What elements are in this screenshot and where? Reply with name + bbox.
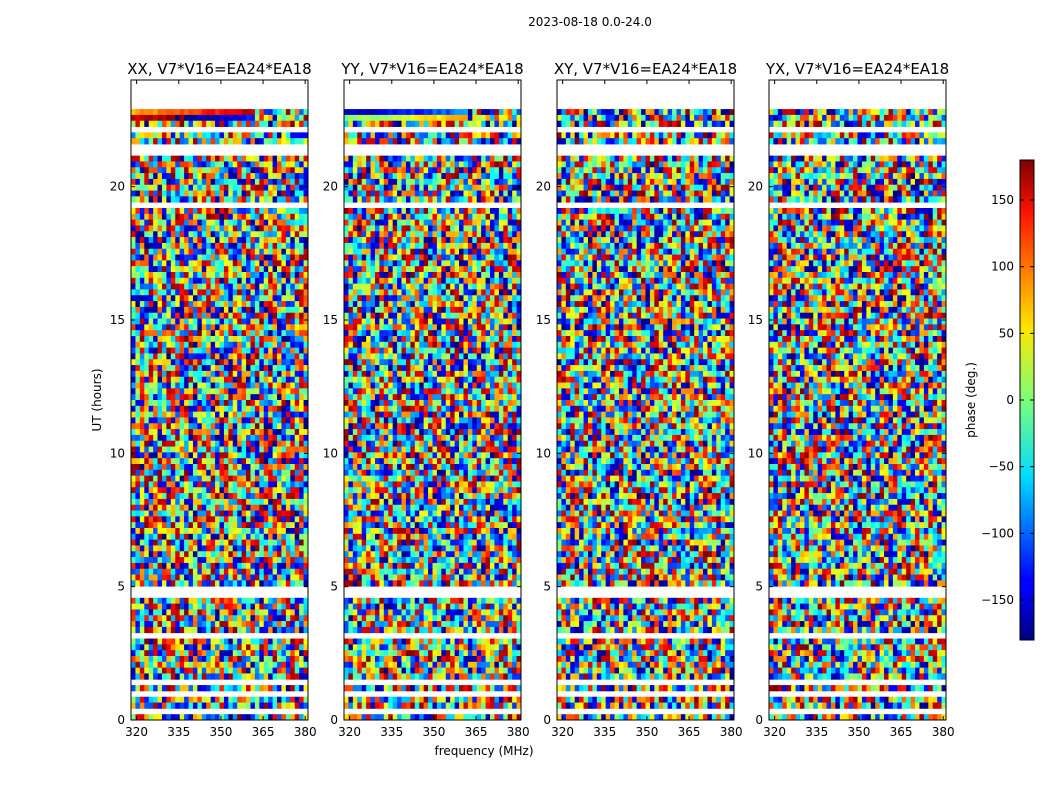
panel-title: YY, V7*V16=EA24*EA18 (340, 60, 523, 78)
colorbar-tick-label: 150 (991, 193, 1014, 207)
y-axis-label: UT (hours) (90, 368, 104, 431)
y-tick-label: 15 (536, 313, 551, 327)
panel-xy: XY, V7*V16=EA24*EA18 320 335 350 365 380 0 5 10 1… (536, 60, 743, 739)
y-tick-label: 10 (110, 446, 125, 460)
x-tick-label: 350 (635, 725, 658, 739)
panel-frame (556, 79, 735, 721)
colorbar-tick-label: 0 (1006, 393, 1014, 407)
x-tick-label: 335 (167, 725, 190, 739)
y-tick-label: 10 (536, 446, 551, 460)
x-tick-label: 335 (380, 725, 403, 739)
panel-frame (768, 79, 947, 721)
y-tick-label: 10 (748, 446, 763, 460)
x-tick-label: 365 (678, 725, 701, 739)
y-tick-label: 20 (323, 180, 338, 194)
y-tick-label: 0 (330, 713, 338, 727)
y-tick-label: 0 (117, 713, 125, 727)
x-tick-label: 350 (422, 725, 445, 739)
x-tick-label: 365 (465, 725, 488, 739)
y-tick-label: 5 (117, 580, 125, 594)
x-tick-label: 365 (252, 725, 275, 739)
panel-yy: YY, V7*V16=EA24*EA18 320 335 350 365 380 0 5 10 1… (323, 60, 530, 739)
panel-title: XX, V7*V16=EA24*EA18 (127, 60, 311, 78)
y-tick-label: 10 (323, 446, 338, 460)
x-tick-label: 380 (720, 725, 743, 739)
x-tick-label: 380 (932, 725, 955, 739)
y-tick-label: 15 (748, 313, 763, 327)
panel-xx: XX, V7*V16=EA24*EA18 320 335 350 365 380 0 5 10 1… (110, 60, 317, 739)
y-tick-label: 0 (755, 713, 763, 727)
x-tick-label: 380 (507, 725, 530, 739)
y-tick-label: 20 (536, 180, 551, 194)
y-tick-label: 0 (543, 713, 551, 727)
y-tick-label: 15 (110, 313, 125, 327)
x-tick-label: 320 (763, 725, 786, 739)
phase-heatmap (557, 109, 734, 720)
colorbar-label: phase (deg.) (964, 362, 978, 438)
colorbar-tick-label: −50 (989, 460, 1014, 474)
colorbar-tick-label: 50 (999, 326, 1014, 340)
figure-suptitle: 2023-08-18 0.0-24.0 (528, 15, 652, 29)
x-tick-label: 350 (847, 725, 870, 739)
panels: XX, V7*V16=EA24*EA18 320 335 350 365 380 0 5 10 1… (110, 60, 955, 739)
x-tick-label: 380 (294, 725, 317, 739)
y-tick-label: 20 (748, 180, 763, 194)
panel-frame (130, 79, 309, 721)
panel-yx: YX, V7*V16=EA24*EA18 320 335 350 365 380 0 5 10 1… (748, 60, 955, 739)
panel-title: YX, V7*V16=EA24*EA18 (765, 60, 949, 78)
y-tick-label: 5 (755, 580, 763, 594)
x-tick-label: 320 (338, 725, 361, 739)
y-tick-label: 5 (543, 580, 551, 594)
x-tick-label: 335 (805, 725, 828, 739)
x-tick-label: 320 (551, 725, 574, 739)
y-tick-label: 5 (330, 580, 338, 594)
colorbar-tick-label: 100 (991, 260, 1014, 274)
phase-heatmap (131, 109, 308, 720)
colorbar-ticks: 150 100 50 0 −50 −100 −150 (981, 193, 1034, 607)
y-tick-label: 20 (110, 180, 125, 194)
x-tick-label: 350 (209, 725, 232, 739)
x-tick-label: 365 (890, 725, 913, 739)
y-tick-label: 15 (323, 313, 338, 327)
phase-heatmap (769, 109, 946, 720)
colorbar: 150 100 50 0 −50 −100 −150 phase (deg.) (964, 159, 1035, 641)
phase-heatmap (344, 109, 521, 720)
x-tick-label: 320 (125, 725, 148, 739)
panel-title: XY, V7*V16=EA24*EA18 (554, 60, 737, 78)
colorbar-tick-label: −100 (981, 526, 1014, 540)
panel-frame (343, 79, 522, 721)
colorbar-tick-label: −150 (981, 593, 1014, 607)
x-tick-label: 335 (593, 725, 616, 739)
x-axis-label: frequency (MHz) (434, 744, 533, 758)
